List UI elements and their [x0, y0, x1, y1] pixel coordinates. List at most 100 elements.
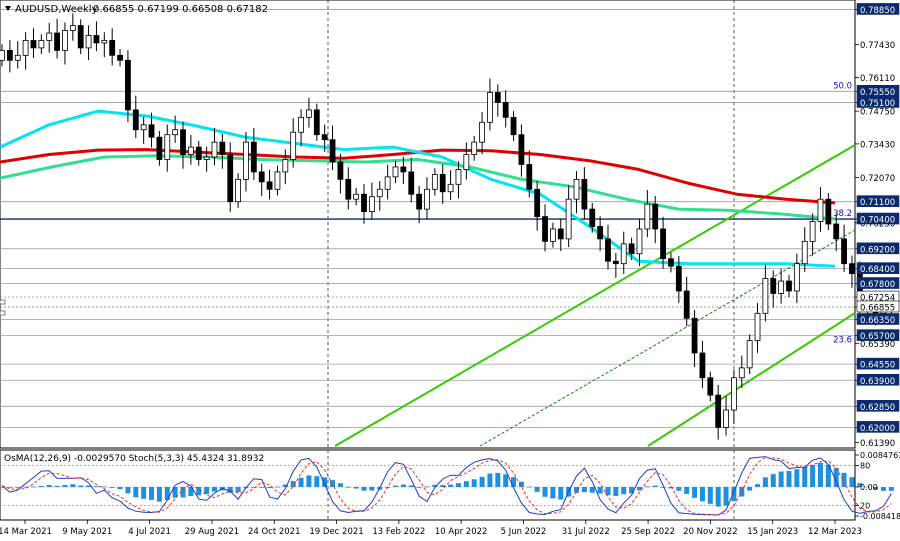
time-axis-label: 29 Aug 2021 — [185, 527, 239, 537]
price-axis-label: 0.66855 — [860, 303, 895, 313]
candle-body-bull — [793, 263, 800, 292]
osma-bar — [660, 487, 666, 488]
candle-body-bear — [786, 280, 792, 292]
osma-bar — [227, 487, 233, 493]
osma-bar — [581, 487, 587, 493]
price-axis-tick: 0.71100 — [855, 195, 900, 208]
price-axis-label: 0.65390 — [860, 340, 895, 350]
candle — [140, 116, 147, 144]
price-axis-tick: 0.61390 — [855, 439, 895, 449]
candle-body-bear — [510, 116, 517, 136]
price-axis-label: 0.69200 — [860, 245, 895, 255]
candle — [699, 340, 706, 388]
candle-body-bull — [778, 280, 785, 294]
candle-body-bull — [101, 40, 108, 44]
osma-bar — [455, 483, 461, 487]
candle — [306, 97, 312, 128]
osma-bar — [723, 487, 729, 506]
osma-bar — [636, 487, 642, 491]
candle-body-bull — [22, 40, 29, 56]
candle — [93, 21, 100, 52]
candle — [534, 181, 541, 231]
candle — [644, 190, 651, 238]
candle-body-bull — [424, 188, 430, 210]
time-axis: 14 Mar 2021 9 May 2021 4 Jul 2021 29 Aug 20… — [0, 520, 862, 537]
candle-body-bear — [77, 25, 84, 49]
osma-bar — [699, 487, 705, 502]
osma-bar — [762, 477, 768, 487]
candle — [180, 121, 186, 169]
osma-bar — [778, 471, 784, 487]
price-label-box — [856, 357, 900, 370]
candle-body-bear — [825, 198, 832, 225]
osma-bar — [652, 485, 658, 487]
price-axis-tick: 0.67800 — [855, 277, 900, 290]
price-label-box — [856, 212, 900, 225]
candle — [668, 252, 674, 273]
candle-body-bear — [841, 238, 847, 265]
candle — [132, 95, 139, 138]
candle — [754, 303, 761, 353]
osma-bar — [109, 487, 115, 488]
candle-body-bear — [770, 278, 777, 294]
candle — [573, 171, 580, 214]
candle — [195, 140, 202, 166]
candle-body-bear — [707, 377, 714, 396]
candle — [542, 204, 548, 252]
price-axis-tick: 0.64550 — [855, 357, 900, 371]
candle-body-bear — [668, 258, 674, 267]
candle — [455, 161, 462, 199]
osma-bar — [715, 487, 721, 507]
price-label-box — [856, 329, 900, 341]
candle-body-bull — [731, 377, 737, 411]
price-line-marker — [0, 299, 6, 305]
candle — [298, 109, 304, 147]
candle-body-bear — [132, 109, 139, 131]
candle-body-bull — [306, 109, 312, 118]
candle-body-bull — [762, 278, 769, 314]
osma-bar — [707, 487, 713, 504]
candle-body-bear — [250, 141, 257, 173]
osma-bar — [873, 487, 879, 490]
candle — [54, 18, 60, 59]
price-axis-tick: 0.62850 — [855, 400, 900, 413]
osma-bar — [463, 481, 469, 487]
osma-bar — [841, 472, 847, 487]
candle-body-bull — [392, 166, 399, 178]
channel-lower-line — [647, 312, 856, 447]
candle — [282, 149, 289, 185]
candle — [46, 22, 53, 53]
candle — [0, 44, 5, 67]
osma-bar — [542, 487, 548, 497]
candle — [172, 115, 179, 143]
candle — [313, 103, 320, 141]
price-label-box — [856, 300, 900, 313]
candle — [581, 167, 588, 220]
osma-bar — [786, 471, 792, 487]
price-label-box — [856, 400, 900, 412]
price-line-marker — [0, 310, 6, 316]
time-axis-label: 10 Apr 2022 — [435, 527, 488, 537]
price-axis-tick: 0.72070 — [855, 174, 895, 184]
osma-bar — [518, 481, 524, 487]
candle-body-bear — [691, 317, 698, 354]
trend-channel — [334, 144, 856, 447]
osma-bar — [93, 486, 99, 487]
fib-labels: 50.0 38.2 23.6 — [833, 81, 852, 345]
chart-type-icon — [5, 6, 11, 11]
candle-body-bull — [565, 198, 572, 240]
osma-bar — [629, 487, 635, 494]
price-axis-label: 0.73430 — [860, 140, 895, 150]
candle-body-bear — [321, 134, 328, 141]
candle-body-bull — [235, 178, 242, 203]
candle — [164, 124, 171, 172]
price-axis-tick: 0.73430 — [855, 140, 895, 150]
main-panel-frame — [0, 0, 856, 449]
indicator-axis-label: 0.00 — [860, 483, 878, 492]
osma-bar — [149, 487, 155, 500]
candle — [479, 112, 485, 155]
candle — [30, 28, 37, 59]
